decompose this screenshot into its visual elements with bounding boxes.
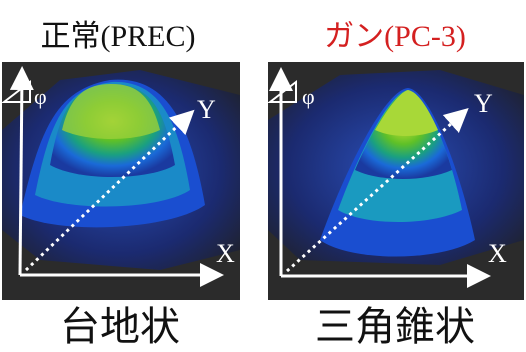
angle-label: φ	[302, 84, 315, 109]
panel-title: 正常(PREC)	[40, 20, 195, 53]
angle-label: φ	[34, 84, 47, 109]
page: 正常(PREC) ガン(PC-3) φ Y X φ Y X 台地状 三角錐状 (…	[0, 0, 526, 352]
caption: 台地状	[60, 304, 180, 350]
caption: 三角錐状	[315, 304, 475, 350]
panel-title: ガン(PC-3)	[324, 20, 466, 53]
axis-label: Y	[197, 95, 216, 124]
axis-label: X	[216, 239, 235, 268]
figure: 正常(PREC) ガン(PC-3) φ Y X φ Y X 台地状 三角錐状	[0, 0, 526, 352]
axis-label: Y	[474, 89, 493, 118]
axis-label: X	[488, 239, 507, 268]
